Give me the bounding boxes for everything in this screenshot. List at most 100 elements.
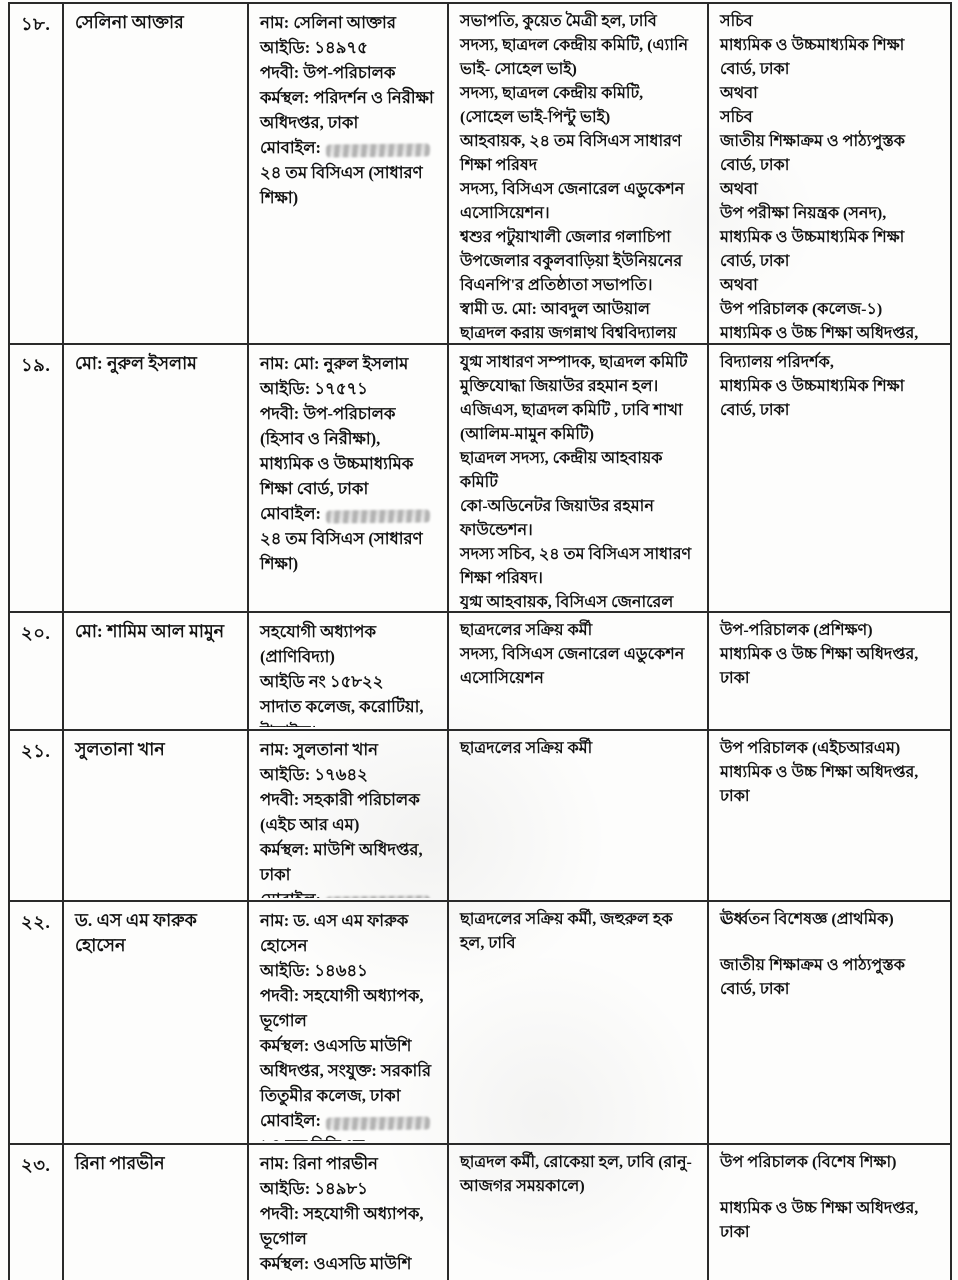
position-line bbox=[720, 932, 942, 954]
mobile-label: মোবাইল: bbox=[260, 504, 321, 523]
detail-line: ২৪ তম বিসিএস (সাধারণ শিক্ষা) bbox=[260, 529, 423, 573]
table-row: ১৯. মো: নুরুল ইসলাম নাম: মো: নুরুল ইসলাম… bbox=[8, 343, 952, 613]
position-line: জাতীয় শিক্ষাক্রম ও পাঠ্যপুস্তক বোর্ড, ঢ… bbox=[720, 133, 905, 174]
position-line: অথবা bbox=[720, 277, 758, 294]
redacted-mobile-number bbox=[325, 1116, 431, 1131]
position-line: মাধ্যমিক ও উচ্চ শিক্ষা অধিদপ্তর, ঢাকা bbox=[720, 325, 919, 341]
detail-line: আইডি: ১৪৯৮১ bbox=[260, 1179, 368, 1198]
detail-line: পদবী: সহযোগী অধ্যাপক, ভূগোল bbox=[260, 1204, 424, 1248]
position-cell: উপ পরিচালক (এইচআরএম) মাধ্যমিক ও উচ্চ শিক্… bbox=[707, 729, 952, 902]
position-line: সচিব bbox=[720, 109, 753, 126]
detail-line: নাম: সুলতানা খান bbox=[260, 740, 379, 759]
mobile-label: মোবাইল: bbox=[260, 890, 321, 898]
officials-table-body: ১৮. সেলিনা আক্তার নাম: সেলিনা আক্তার আইডি… bbox=[8, 2, 952, 1280]
detail-line: কর্মস্থল: মাউশি অধিদপ্তর, ঢাকা bbox=[260, 840, 423, 884]
activity-line: সদস্য, বিসিএস জেনারেল এডুকেশন এসোসিয়েশন bbox=[460, 646, 685, 687]
position-line: মাধ্যমিক ও উচ্চ শিক্ষা অধিদপ্তর, ঢাকা bbox=[720, 646, 919, 687]
activity-line: আহবায়ক, ২৪ তম বিসিএস সাধারণ শিক্ষা পরিষ… bbox=[460, 133, 682, 174]
person-name: মো: নুরুল ইসলাম bbox=[75, 353, 197, 373]
activities-cell: ছাত্রদলের সক্রিয় কর্মী সদস্য, বিসিএস জেন… bbox=[447, 611, 709, 731]
detail-line: নাম: সেলিনা আক্তার bbox=[260, 13, 396, 32]
position-line: মাধ্যমিক ও উচ্চ শিক্ষা অধিদপ্তর, ঢাকা bbox=[720, 1200, 919, 1241]
position-line: ঊর্ধ্বতন বিশেষজ্ঞ (প্রাথমিক) bbox=[720, 911, 894, 928]
activity-line: সদস্য সচিব, ২৪ তম বিসিএস সাধারণ শিক্ষা প… bbox=[460, 546, 692, 587]
table-row: ২১. সুলতানা খান নাম: সুলতানা খান আইডি: ১৭… bbox=[8, 729, 952, 902]
activity-line: ছাত্রদল সদস্য, কেন্দ্রীয় আহবায়ক কমিটি bbox=[460, 450, 663, 491]
position-cell: ঊর্ধ্বতন বিশেষজ্ঞ (প্রাথমিক) জাতীয় শিক্ষ… bbox=[707, 900, 952, 1145]
position-line: মাধ্যমিক ও উচ্চমাধ্যমিক শিক্ষা বোর্ড, ঢা… bbox=[720, 37, 905, 78]
serial-number: ১৮. bbox=[21, 14, 51, 34]
activity-line: কো-অডিনেটর জিয়াউর রহমান ফাউন্ডেশন। bbox=[460, 498, 654, 539]
officials-table: ১৮. সেলিনা আক্তার নাম: সেলিনা আক্তার আইডি… bbox=[8, 2, 952, 1280]
activity-line: সদস্য, ছাত্রদল কেন্দ্রীয় কমিটি, (সোহেল … bbox=[460, 85, 644, 126]
name-cell: মো: শামিম আল মামুন bbox=[62, 611, 249, 731]
details-cell: নাম: সেলিনা আক্তার আইডি: ১৪৯৭৫ পদবী: উপ-পর… bbox=[247, 2, 449, 345]
position-line: উপ পরিচালক (বিশেষ শিক্ষা) bbox=[720, 1154, 897, 1171]
position-line bbox=[720, 1175, 942, 1197]
serial-cell: ১৯. bbox=[8, 343, 64, 613]
serial-cell: ২১. bbox=[8, 729, 64, 902]
position-line: উপ পরীক্ষা নিয়ন্ত্রক (সনদ), bbox=[720, 205, 887, 222]
detail-line: নাম: মো: নুরুল ইসলাম bbox=[260, 354, 409, 373]
position-cell: বিদ্যালয় পরিদর্শক, মাধ্যমিক ও উচ্চমাধ্যম… bbox=[707, 343, 952, 613]
position-cell: উপ পরিচালক (বিশেষ শিক্ষা) মাধ্যমিক ও উচ্চ… bbox=[707, 1143, 952, 1280]
detail-line: মোবাইল: bbox=[260, 887, 439, 898]
detail-line: (প্রাণিবিদ্যা) bbox=[260, 647, 335, 666]
position-line: উপ পরিচালক (এইচআরএম) bbox=[720, 740, 901, 757]
table-row: ২০. মো: শামিম আল মামুন সহযোগী অধ্যাপক (প্… bbox=[8, 611, 952, 731]
position-line: মাধ্যমিক ও উচ্চমাধ্যমিক শিক্ষা বোর্ড, ঢা… bbox=[720, 229, 905, 270]
activity-line: স্বামী ড. মো: আবদুল আউয়াল ছাত্রদল করায়… bbox=[460, 301, 677, 341]
detail-line: নাম: ড. এস এম ফারুক হোসেন bbox=[260, 911, 409, 955]
detail-line: ২৪ তম বিসিএস (সাধারণ শিক্ষা) bbox=[260, 163, 423, 207]
name-cell: মো: নুরুল ইসলাম bbox=[62, 343, 249, 613]
person-name: ড. এস এম ফারুক হোসেন bbox=[75, 910, 197, 955]
detail-line: সাদাত কলেজ, করোটিয়া, টাঙ্গাইল। bbox=[260, 697, 424, 727]
serial-number: ২০. bbox=[21, 623, 51, 643]
position-line: মাধ্যমিক ও উচ্চ শিক্ষা অধিদপ্তর, ঢাকা bbox=[720, 764, 919, 805]
details-cell: নাম: সুলতানা খান আইডি: ১৭৬৪২ পদবী: সহকারী … bbox=[247, 729, 449, 902]
position-line: সচিব bbox=[720, 13, 753, 30]
activities-cell: যুগ্ম সাধারণ সম্পাদক, ছাত্রদল কমিটি মুক্… bbox=[447, 343, 709, 613]
activity-line: ছাত্রদলের সক্রিয় কর্মী bbox=[460, 622, 593, 639]
person-name: রিনা পারভীন bbox=[75, 1153, 165, 1173]
table-row: ২৩. রিনা পারভীন নাম: রিনা পারভীন আইডি: ১৪… bbox=[8, 1143, 952, 1280]
detail-line: মাধ্যমিক ও উচ্চমাধ্যমিক শিক্ষা বোর্ড, ঢা… bbox=[260, 454, 414, 498]
position-cell: সচিব মাধ্যমিক ও উচ্চমাধ্যমিক শিক্ষা বোর্ড… bbox=[707, 2, 952, 345]
details-cell: সহযোগী অধ্যাপক (প্রাণিবিদ্যা) আইডি নং ১৫৮২… bbox=[247, 611, 449, 731]
mobile-label: মোবাইল: bbox=[260, 1111, 321, 1130]
serial-cell: ২০. bbox=[8, 611, 64, 731]
detail-line: কর্মস্থল: ওএসডি মাউশি bbox=[260, 1254, 412, 1273]
serial-cell: ১৮. bbox=[8, 2, 64, 345]
name-cell: সেলিনা আক্তার bbox=[62, 2, 249, 345]
name-cell: রিনা পারভীন bbox=[62, 1143, 249, 1280]
activity-line: যুগ্ম আহবায়ক, বিসিএস জেনারেল এডুকেশন এস… bbox=[460, 594, 674, 609]
detail-line: কর্মস্থল: ওএসডি মাউশি অধিদপ্তর, সংযুক্ত:… bbox=[260, 1036, 432, 1105]
name-cell: সুলতানা খান bbox=[62, 729, 249, 902]
detail-line: সহযোগী অধ্যাপক bbox=[260, 622, 376, 641]
redacted-mobile-number bbox=[325, 895, 431, 898]
position-line: উপ পরিচালক (কলেজ-১) bbox=[720, 301, 883, 318]
detail-line: কর্মস্থল: পরিদর্শন ও নিরীক্ষা অধিদপ্তর, … bbox=[260, 88, 434, 132]
position-line: মাধ্যমিক ও উচ্চমাধ্যমিক শিক্ষা বোর্ড, ঢা… bbox=[720, 378, 905, 419]
detail-line: আইডি নং ১৫৮২২ bbox=[260, 672, 384, 691]
detail-line: ২৪ তম বিসিএস bbox=[260, 1133, 439, 1141]
details-cell: নাম: ড. এস এম ফারুক হোসেন আইডি: ১৪৬৪১ পদবী… bbox=[247, 900, 449, 1145]
activities-cell: ছাত্রদলের সক্রিয় কর্মী bbox=[447, 729, 709, 902]
detail-line: আইডি: ১৭৫৭১ bbox=[260, 379, 368, 398]
serial-cell: ২২. bbox=[8, 900, 64, 1145]
serial-number: ২১. bbox=[21, 741, 51, 761]
activity-line: ছাত্রদল কর্মী, রোকেয়া হল, ঢাবি (রানু-আজ… bbox=[460, 1154, 692, 1195]
activities-cell: ছাত্রদলের সক্রিয় কর্মী, জহুরুল হক হল, ঢ… bbox=[447, 900, 709, 1145]
table-row: ১৮. সেলিনা আক্তার নাম: সেলিনা আক্তার আইডি… bbox=[8, 2, 952, 345]
activity-line: শ্বশুর পটুয়াখালী জেলার গলাচিপা উপজেলার … bbox=[460, 229, 683, 294]
position-line: বিদ্যালয় পরিদর্শক, bbox=[720, 354, 834, 371]
activity-line: ছাত্রদলের সক্রিয় কর্মী bbox=[460, 740, 593, 757]
activity-line: সদস্য, বিসিএস জেনারেল এডুকেশন এসোসিয়েশন… bbox=[460, 181, 685, 222]
detail-line: আইডি: ১৭৬৪২ bbox=[260, 765, 368, 784]
redacted-mobile-number bbox=[325, 509, 431, 524]
position-line: অথবা bbox=[720, 181, 758, 198]
serial-number: ২২. bbox=[21, 912, 51, 932]
activity-line: ছাত্রদলের সক্রিয় কর্মী, জহুরুল হক হল, ঢ… bbox=[460, 911, 673, 952]
serial-cell: ২৩. bbox=[8, 1143, 64, 1280]
detail-line: মোবাইল: bbox=[260, 1108, 439, 1133]
